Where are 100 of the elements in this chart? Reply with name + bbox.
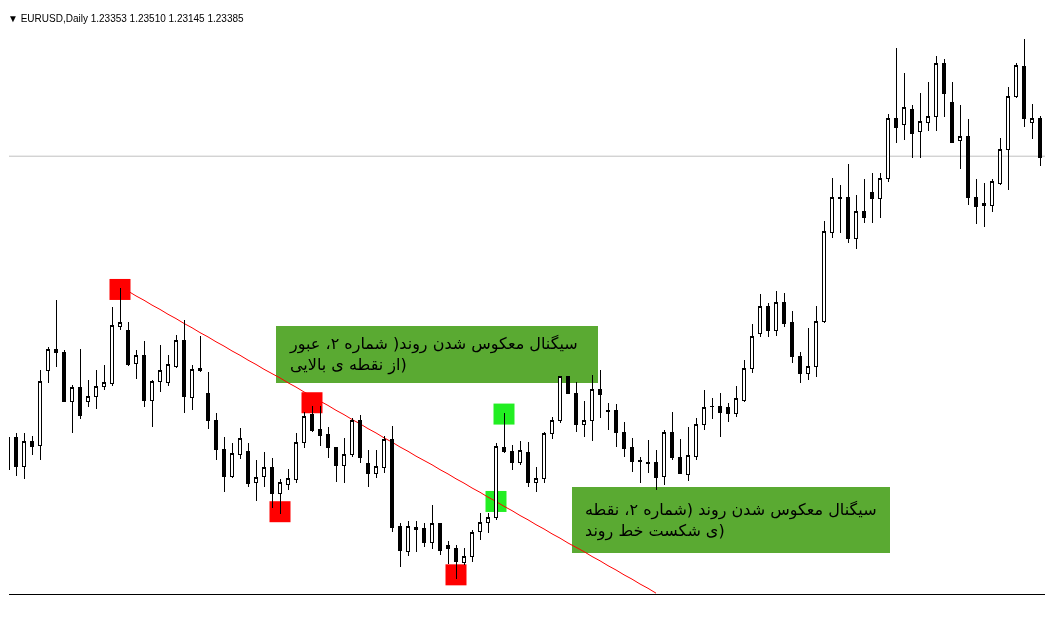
candlestick: [621, 421, 627, 458]
candlestick: [381, 435, 387, 474]
candlestick: [77, 348, 83, 420]
candlestick: [301, 411, 307, 449]
candlestick: [157, 344, 163, 393]
candlestick: [757, 293, 763, 338]
candlestick: [237, 427, 243, 460]
candlestick: [845, 163, 851, 244]
candlestick: [293, 432, 299, 484]
candlestick: [13, 432, 19, 477]
candlestick: [541, 431, 547, 484]
candlestick: [165, 354, 171, 387]
candlestick: [1013, 62, 1019, 99]
candlestick: [805, 327, 811, 381]
candlestick: [829, 177, 835, 239]
candlestick: [941, 58, 947, 118]
candlestick: [661, 429, 667, 486]
candlestick: [325, 426, 331, 459]
candlestick: [213, 412, 219, 461]
candlestick: [629, 437, 635, 473]
candlestick: [517, 440, 523, 466]
candlestick: [653, 449, 659, 491]
candlestick: [925, 81, 931, 132]
candlestick: [69, 384, 75, 434]
candlestick: [181, 319, 187, 414]
candlestick: [893, 47, 899, 144]
candlestick: [989, 178, 995, 213]
candlestick: [885, 113, 891, 183]
candlestick: [973, 178, 979, 225]
candlestick: [1021, 38, 1027, 128]
candlestick: [285, 468, 291, 491]
candlestick: [373, 449, 379, 479]
candlestick: [205, 371, 211, 430]
candlestick: [101, 364, 107, 391]
candlestick: [493, 442, 499, 521]
candlestick: [669, 411, 675, 461]
candlestick: [341, 437, 347, 484]
candlestick: [93, 369, 99, 410]
candlestick: [469, 529, 475, 563]
annotation: سیگنال معکوس شدن روند( شماره ۲، عبور (از نقطه ی بالایی: [289, 334, 578, 375]
candlestick: [37, 369, 43, 461]
candlestick: [709, 397, 715, 420]
candlestick: [445, 540, 451, 564]
candlestick: [29, 435, 35, 456]
candlestick: [877, 172, 883, 219]
candlestick: [1005, 86, 1011, 191]
candlestick: [597, 369, 603, 419]
candlestick: [125, 321, 131, 367]
point: [109, 278, 131, 300]
candlestick: [549, 416, 555, 440]
point: [493, 403, 515, 425]
point: [269, 501, 291, 523]
candlestick: [741, 359, 747, 403]
candlestick: [837, 184, 843, 234]
candlestick: [133, 349, 139, 380]
candlestick: [533, 466, 539, 493]
candlestick: [405, 520, 411, 557]
candlestick: [61, 349, 67, 403]
candlestick: [765, 302, 771, 338]
candlestick: [733, 385, 739, 418]
candlestick: [221, 436, 227, 493]
candlestick: [797, 351, 803, 384]
candlestick: [821, 220, 827, 324]
candlestick: [317, 405, 323, 447]
candlestick: [253, 459, 259, 502]
chart-title: ▼ EURUSD,Daily 1.23353 1.23510 1.23145 1.23385: [8, 12, 245, 24]
candlestick: [909, 104, 915, 159]
candlestick: [277, 478, 283, 515]
candlestick: [421, 522, 427, 548]
candlestick: [333, 446, 339, 482]
candlestick: [853, 194, 859, 250]
candlestick: [485, 512, 491, 534]
candlestick: [365, 449, 371, 488]
candlestick: [189, 364, 195, 411]
candlestick: [565, 376, 571, 395]
candlestick: [717, 392, 723, 438]
candlestick: [261, 451, 267, 488]
candlestick: [197, 335, 203, 373]
annotation: سیگنال معکوس شدن روند (شماره ۲، نقطه (ی شکست خط روند: [585, 500, 877, 541]
candlestick: [637, 456, 643, 484]
candlestick: [645, 439, 651, 474]
candlestick: [557, 376, 563, 424]
candlestick: [581, 400, 587, 438]
candlestick: [45, 346, 51, 384]
candlestick: [397, 522, 403, 568]
candlestick: [453, 544, 459, 580]
candlestick: [981, 182, 987, 228]
candlestick: [1029, 103, 1035, 140]
candlestick: [613, 403, 619, 448]
candlestick: [901, 72, 907, 141]
candlestick: [573, 381, 579, 433]
candlestick: [677, 438, 683, 475]
candlestick: [149, 379, 155, 428]
candlestick: [141, 340, 147, 408]
candlestick: [229, 442, 235, 479]
candlestick: [957, 104, 963, 170]
candlestick: [605, 402, 611, 431]
candlestick: [773, 290, 779, 337]
candlestick: [413, 520, 419, 553]
candlestick: [997, 137, 1003, 186]
